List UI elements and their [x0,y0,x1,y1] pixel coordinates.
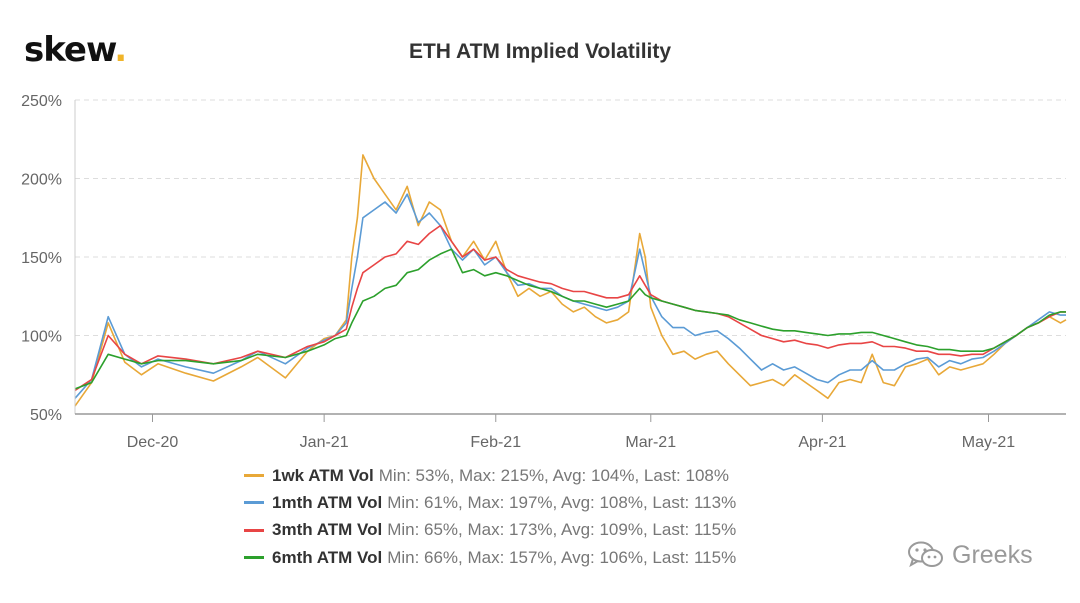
y-tick-label: 50% [30,407,62,424]
legend-item-1wk[interactable]: 1wk ATM Vol Min: 53%, Max: 215%, Avg: 10… [244,462,736,489]
series-line-2 [74,224,1066,392]
brand-logo: skew. [24,30,127,70]
legend-series-name: 1wk ATM Vol [272,465,374,485]
chart-title: ETH ATM Implied Volatility [408,40,672,63]
x-tick-label: May-21 [962,434,1015,451]
grid-layer [75,99,1066,336]
legend-item-1mth[interactable]: 1mth ATM Vol Min: 61%, Max: 197%, Avg: 1… [244,489,736,516]
series-layer [74,154,1067,407]
legend-series-name: 6mth ATM Vol [272,547,383,567]
y-tick-label: 150% [21,250,62,267]
series-line-3 [74,248,1066,390]
legend-series-name: 1mth ATM Vol [272,492,383,512]
x-tick-label: Apr-21 [798,434,846,451]
wechat-icon [908,541,943,568]
series-line-0 [74,154,1067,407]
legend: 1wk ATM Vol Min: 53%, Max: 215%, Avg: 10… [244,462,736,571]
series-line-1 [74,193,1066,399]
legend-item-6mth[interactable]: 6mth ATM Vol Min: 66%, Max: 157%, Avg: 1… [244,544,736,571]
watermark-text: Greeks [952,540,1033,569]
y-tick-label: 100% [21,329,62,346]
legend-swatch-6mth [244,556,264,560]
legend-swatch-1mth [244,501,264,505]
watermark: Greeks [906,540,1033,570]
legend-swatch-1wk [244,474,264,478]
legend-series-stats: Min: 61%, Max: 197%, Avg: 108%, Last: 11… [387,492,737,512]
x-tick-label: Dec-20 [127,434,179,451]
legend-series-stats: Min: 65%, Max: 173%, Avg: 109%, Last: 11… [387,520,737,540]
legend-item-3mth[interactable]: 3mth ATM Vol Min: 65%, Max: 173%, Avg: 1… [244,517,736,544]
legend-swatch-3mth [244,528,264,532]
x-tick-label: Mar-21 [625,434,676,451]
x-tick-label: Feb-21 [470,434,521,451]
legend-series-stats: Min: 66%, Max: 157%, Avg: 106%, Last: 11… [387,547,737,567]
y-tick-label: 200% [21,172,62,189]
axis-layer: 50% 100% 150% 200% 250% Dec-20 Jan-21 Feb-21 Mar… [21,93,1066,451]
y-tick-label: 250% [21,93,62,110]
legend-series-stats: Min: 53%, Max: 215%, Avg: 104%, Last: 10… [378,465,729,485]
legend-series-name: 3mth ATM Vol [272,520,383,540]
brand-logo-dot: . [114,30,127,70]
x-tick-label: Jan-21 [300,434,349,451]
